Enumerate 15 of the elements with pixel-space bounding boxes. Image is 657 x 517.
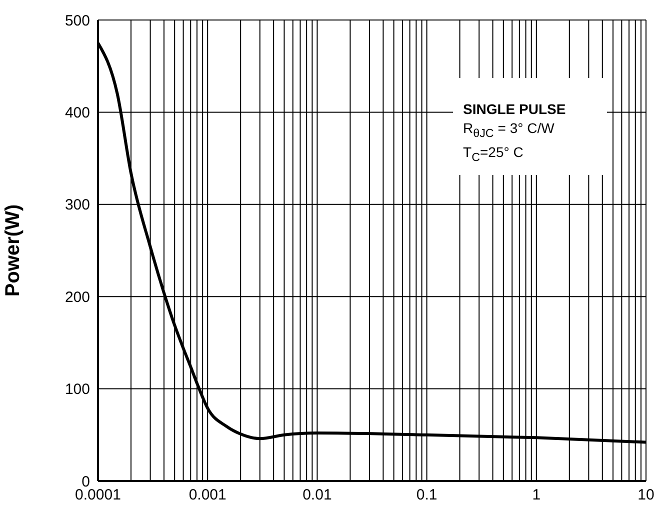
annotation: T$_{C}$=25° C xyxy=(463,142,524,166)
note-box: SINGLE PULSE R$_{θJC}$ = 3° C/W T$_{C}$=25° C xyxy=(453,78,607,175)
x-tick-label: 0.001 xyxy=(188,486,226,504)
x-tick-label: 10 xyxy=(638,486,654,504)
annotation: R$_{θJC}$ = 3° C/W xyxy=(463,119,556,142)
y-tick-label: 300 xyxy=(64,196,90,214)
y-tick-label: 100 xyxy=(64,381,90,398)
y-tick-label: 400 xyxy=(64,104,90,122)
annotation: SINGLE PULSE xyxy=(463,100,567,119)
y-axis-title: Power(W) xyxy=(2,204,24,297)
x-tick-label: 1 xyxy=(532,486,541,504)
y-tick-label: 200 xyxy=(64,288,90,306)
y-tick-label: 500 xyxy=(64,12,90,30)
x-tick-label: 0.01 xyxy=(302,486,332,504)
x-tick-label: 0.1 xyxy=(416,486,438,504)
